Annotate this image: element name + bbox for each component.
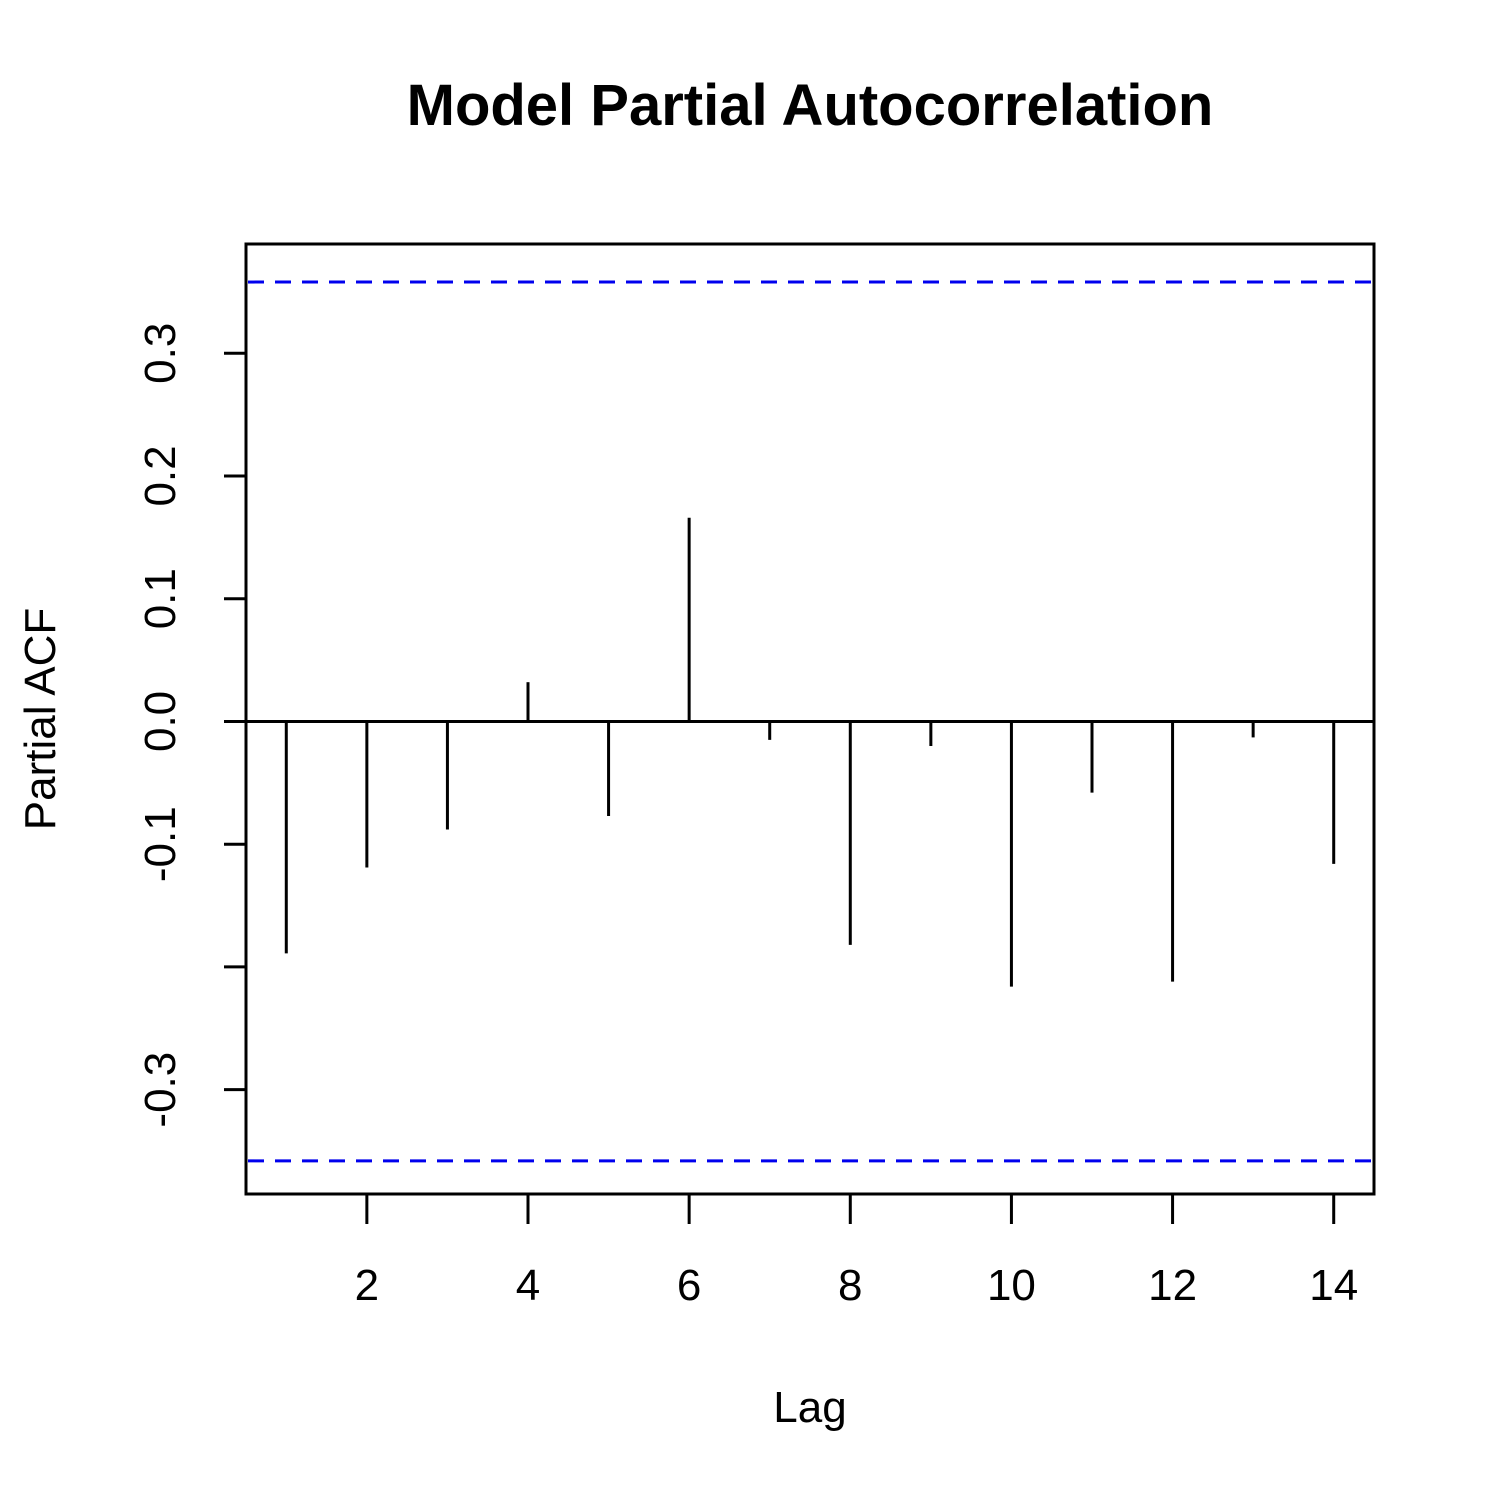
y-tick-label: 0.0 (136, 691, 185, 752)
y-axis-label: Partial ACF (16, 608, 65, 831)
y-tick-label: -0.1 (136, 806, 185, 882)
x-axis: 2 4 6 8 10 12 14 (355, 1194, 1358, 1310)
y-tick-label: 0.2 (136, 445, 185, 506)
y-axis: -0.3 -0.1 0.0 0.1 0.2 0.3 (136, 323, 246, 1128)
x-tick-label: 8 (838, 1261, 862, 1310)
plot-frame (244, 242, 1376, 1196)
x-tick-label: 14 (1309, 1261, 1358, 1310)
x-tick-label: 2 (355, 1261, 379, 1310)
x-tick-label: 4 (516, 1261, 540, 1310)
y-tick-label: -0.3 (136, 1052, 185, 1128)
x-tick-label: 10 (987, 1261, 1036, 1310)
y-tick-label: 0.1 (136, 568, 185, 629)
y-tick-label: 0.3 (136, 323, 185, 384)
x-axis-label: Lag (773, 1383, 846, 1432)
x-tick-label: 12 (1148, 1261, 1197, 1310)
x-tick-label: 6 (677, 1261, 701, 1310)
pacf-spikes (284, 517, 1336, 987)
chart-title: Model Partial Autocorrelation (407, 73, 1214, 138)
